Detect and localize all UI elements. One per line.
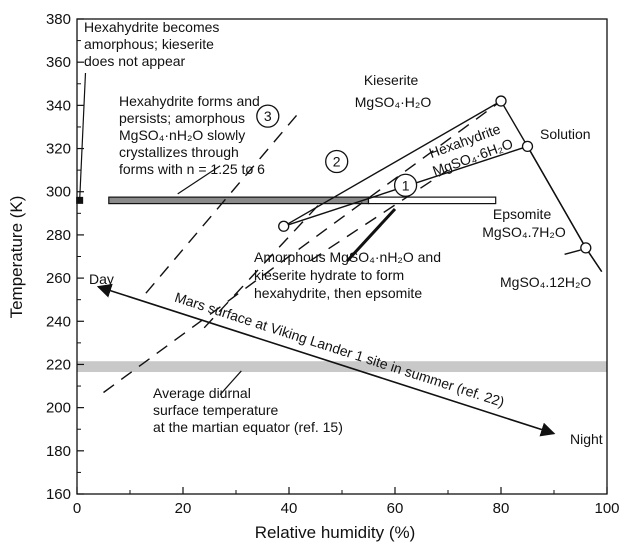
experiment-label-2: 2 [333, 154, 341, 170]
deliquescence-dashed-line [103, 100, 502, 394]
y-tick-label: 280 [46, 227, 71, 244]
label-epsomite: Epsomite MgSO₄.7H₂O [482, 206, 566, 240]
transition-marker-1 [278, 220, 290, 232]
x-axis-title: Relative humidity (%) [255, 523, 416, 542]
label-hexahydrite: Hexahydrite MgSO₄·6H₂O [424, 118, 515, 179]
experiment-label-circle-1 [393, 173, 418, 197]
amorphous-marker-square [76, 196, 84, 204]
viking-lander-arrow [96, 283, 556, 437]
pointer-amorphous-hydrate [346, 207, 397, 262]
x-tick-label: 20 [175, 500, 192, 517]
phase-boundary-1 [283, 100, 502, 227]
label-night: Night [570, 431, 603, 447]
y-tick-label: 380 [46, 11, 71, 28]
x-axis-ticks: 0 20 40 60 80 100 [73, 487, 620, 517]
annotation-hexahydrite-amorphous: Hexahydrite becomes amorphous; kieserite… [84, 19, 223, 69]
label-kieserite: Kieserite MgSO₄·H₂O [355, 72, 432, 110]
label-mgso4-12h2o: MgSO₄.12H₂O [500, 274, 591, 290]
martian-temperature-band [77, 361, 607, 373]
experiment-path-1 [309, 169, 449, 262]
y-tick-label: 160 [46, 486, 71, 503]
x-tick-label: 40 [281, 500, 298, 517]
y-tick-label: 340 [46, 97, 71, 114]
pointer-hexahydrite-forms [177, 165, 221, 195]
label-solution: Solution [540, 126, 591, 142]
transition-markers [278, 95, 592, 254]
y-tick-label: 320 [46, 141, 71, 158]
label-day: Day [89, 271, 114, 287]
y-tick-label: 200 [46, 400, 71, 417]
y-tick-label: 360 [46, 54, 71, 71]
x-tick-label: 80 [493, 500, 510, 517]
transition-marker-2 [495, 95, 507, 107]
phase-boundary-dash [564, 249, 581, 256]
experiment-path-3 [145, 111, 301, 294]
x-tick-label: 100 [594, 500, 619, 517]
y-axis-title: Temperature (K) [7, 196, 26, 319]
y-tick-label: 240 [46, 313, 71, 330]
experiment-label-circle-3 [256, 104, 280, 128]
phase-boundary-3 [500, 100, 603, 272]
experiment-label-3: 3 [264, 108, 272, 124]
x-tick-label: 0 [73, 500, 81, 517]
annotation-amorphous-hydrate: Amorphous MgSO₄·nH₂O and kieserite hydra… [254, 249, 445, 301]
annotation-diurnal: Average diurnal surface temperature at t… [153, 385, 343, 435]
experiment-label-1: 1 [402, 177, 410, 193]
annotation-hexahydrite-forms: Hexahydrite forms and persists; amorphou… [119, 93, 265, 177]
pointer-amorphous [79, 72, 87, 201]
y-tick-label: 180 [46, 443, 71, 460]
transition-marker-4 [580, 242, 592, 254]
y-axis-ticks: 160 180 200 220 240 260 280 300 320 340 360 380 [46, 11, 84, 503]
x-tick-label: 60 [387, 500, 404, 517]
experiment-label-circle-2 [325, 149, 349, 174]
y-tick-label: 260 [46, 270, 71, 287]
experiment-bar-2 [367, 196, 497, 205]
y-tick-label: 300 [46, 184, 71, 201]
transition-marker-3 [521, 140, 534, 153]
experiment-bars [108, 196, 497, 205]
y-tick-label: 220 [46, 356, 71, 373]
